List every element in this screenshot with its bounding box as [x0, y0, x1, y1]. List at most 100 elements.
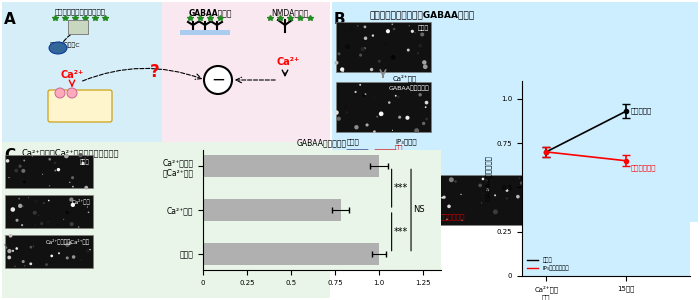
Circle shape [441, 197, 443, 199]
Circle shape [85, 186, 88, 190]
Text: 再集積しない: 再集積しない [440, 213, 466, 220]
Bar [180, 30, 230, 35]
Circle shape [419, 44, 422, 47]
Title: GABAA受容体の量: GABAA受容体の量 [297, 139, 347, 148]
Circle shape [368, 220, 370, 223]
Circle shape [72, 255, 76, 259]
Circle shape [505, 189, 508, 192]
Circle shape [409, 25, 410, 26]
Text: シナプスへ再集積するGABAA受容体: シナプスへ再集積するGABAA受容体 [370, 10, 475, 19]
Circle shape [346, 207, 351, 211]
Circle shape [8, 177, 10, 178]
Circle shape [524, 207, 526, 209]
Circle shape [354, 125, 358, 129]
Text: NS: NS [413, 206, 424, 214]
Circle shape [18, 204, 22, 208]
Circle shape [394, 180, 399, 184]
Ellipse shape [49, 42, 67, 54]
Text: GABAA受容体: GABAA受容体 [188, 8, 232, 17]
Circle shape [425, 218, 426, 220]
FancyBboxPatch shape [48, 90, 112, 122]
Circle shape [344, 191, 346, 193]
Circle shape [29, 246, 32, 249]
Circle shape [406, 117, 407, 119]
Circle shape [412, 193, 413, 194]
Circle shape [422, 60, 426, 64]
Circle shape [47, 220, 49, 223]
Circle shape [7, 249, 12, 253]
Bar [203, 199, 340, 221]
Circle shape [5, 235, 6, 236]
Circle shape [520, 182, 524, 185]
Circle shape [335, 182, 340, 186]
Circle shape [345, 44, 350, 49]
Circle shape [38, 215, 39, 216]
Circle shape [338, 189, 342, 192]
Circle shape [398, 116, 401, 119]
Circle shape [57, 224, 59, 226]
Circle shape [407, 49, 410, 52]
Circle shape [461, 194, 462, 195]
Bar [332, 2, 698, 222]
Circle shape [531, 208, 532, 210]
Circle shape [365, 184, 368, 187]
Circle shape [485, 179, 488, 182]
Circle shape [388, 101, 391, 104]
Circle shape [376, 113, 381, 118]
Bar [162, 2, 330, 142]
Circle shape [349, 28, 353, 32]
Text: B: B [334, 12, 346, 27]
Circle shape [402, 177, 405, 181]
Circle shape [43, 202, 45, 204]
Circle shape [85, 249, 90, 253]
Circle shape [516, 195, 519, 199]
Circle shape [359, 84, 361, 86]
Circle shape [54, 162, 56, 164]
Text: 無処理: 無処理 [418, 25, 429, 31]
Circle shape [363, 194, 367, 198]
Circle shape [34, 224, 36, 226]
Circle shape [391, 55, 395, 60]
Text: IP₃受容体: IP₃受容体 [395, 138, 416, 145]
Text: IP₃R受容体
小胞体: IP₃R受容体 小胞体 [69, 104, 92, 116]
Circle shape [420, 174, 424, 178]
Circle shape [23, 180, 26, 183]
Circle shape [519, 178, 520, 179]
Polygon shape [375, 150, 396, 168]
Circle shape [22, 206, 24, 207]
Text: A: A [4, 12, 15, 27]
Circle shape [354, 91, 357, 93]
Circle shape [4, 244, 6, 246]
Circle shape [386, 29, 390, 33]
Circle shape [48, 158, 51, 160]
Circle shape [7, 256, 11, 260]
Circle shape [363, 26, 366, 28]
Circle shape [6, 159, 9, 163]
Circle shape [71, 176, 74, 179]
Circle shape [42, 174, 43, 175]
Circle shape [63, 219, 64, 220]
Circle shape [58, 252, 60, 254]
Bar [336, 22, 431, 72]
Text: 代謝型グルタミン酸受容体: 代謝型グルタミン酸受容体 [55, 8, 106, 15]
Circle shape [423, 64, 428, 69]
Circle shape [71, 203, 75, 207]
Circle shape [359, 54, 362, 57]
Circle shape [343, 31, 346, 33]
Circle shape [78, 226, 80, 228]
Text: GABAA受容体流出: GABAA受容体流出 [389, 85, 429, 91]
Circle shape [364, 37, 368, 40]
Circle shape [531, 197, 533, 200]
Text: シナプスに再集積: シナプスに再集積 [338, 214, 368, 220]
Circle shape [414, 32, 416, 34]
Text: 対照群: 対照群 [347, 138, 360, 145]
Circle shape [69, 182, 71, 183]
Text: NMDA受容体: NMDA受容体 [272, 8, 309, 17]
Circle shape [373, 130, 376, 133]
Circle shape [204, 66, 232, 94]
Circle shape [419, 93, 422, 97]
Circle shape [85, 157, 86, 159]
Text: Ca²⁺放出はCa²⁺流入の効果を妨げる: Ca²⁺放出はCa²⁺流入の効果を妨げる [22, 148, 120, 157]
Circle shape [33, 211, 36, 215]
Circle shape [425, 106, 426, 108]
